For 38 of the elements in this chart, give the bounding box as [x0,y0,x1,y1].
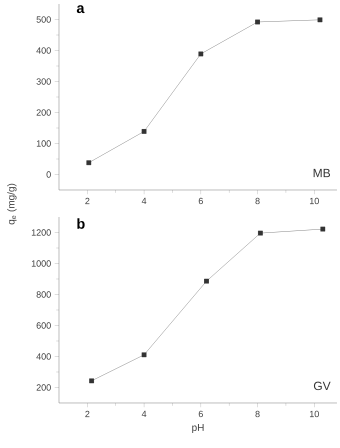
y-tick-label: 0 [46,171,51,178]
point [142,129,146,134]
x-tick-label: 2 [85,410,90,418]
x-tick-label: 6 [198,410,203,418]
y-tick-label: 500 [36,16,51,23]
point [142,352,146,358]
y-tick-label: 200 [36,109,51,116]
y-tick-label: 600 [36,322,51,329]
x-tick-label: 4 [142,410,146,417]
y-axis-title: q$_{e}$ (mg/g) [7,184,17,224]
y-tick-label: 400 [36,353,51,360]
chart-title: a [76,5,85,14]
chart-title: b [77,218,85,229]
y-tick-label: 200 [36,384,51,391]
point [89,378,94,384]
point [318,17,322,22]
y-tick-label: 800 [36,291,51,298]
x-tick-label: 10 [310,410,319,418]
point [204,278,209,284]
x-tick-label: 4 [142,198,146,204]
point [258,230,263,236]
x-tick-label: 6 [198,198,203,204]
point [198,52,204,56]
annotation: GV [314,382,331,390]
annotation: MB [314,168,330,178]
x-axis-title: pH [192,424,204,433]
x-tick-label: 10 [310,198,319,204]
x-tick-label: 8 [255,198,260,204]
point [320,226,326,232]
point [86,160,92,166]
y-tick-label: 100 [36,140,51,147]
point [255,20,260,24]
y-tick-label: 1000 [32,260,51,267]
x-tick-label: 2 [85,198,90,204]
y-tick-label: 300 [36,78,51,85]
y-tick-label: 400 [36,47,51,54]
x-tick-label: 8 [255,410,260,418]
y-tick-label: 1200 [32,229,51,236]
